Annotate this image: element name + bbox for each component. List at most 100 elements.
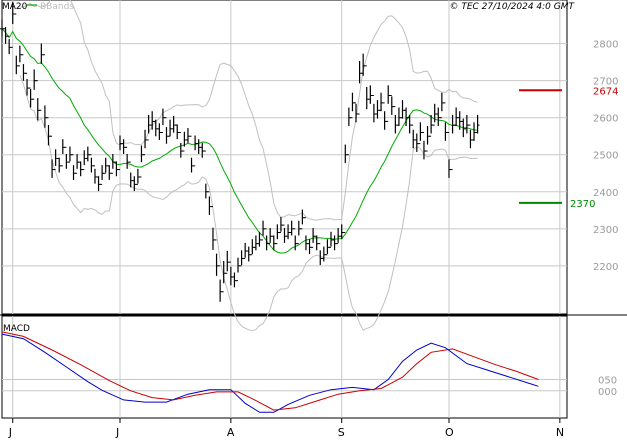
price-bar-83 <box>296 220 301 245</box>
price-bar-75 <box>268 228 273 245</box>
price-bar-71 <box>253 235 258 251</box>
price-bar-108 <box>386 85 391 122</box>
price-bar-96 <box>343 144 348 234</box>
price-bar-68 <box>243 242 248 259</box>
price-bar-51 <box>182 131 187 152</box>
price-bar-78 <box>278 216 283 234</box>
signal-line <box>1 331 539 411</box>
macd-frame <box>1 315 568 419</box>
price-bar-59 <box>210 206 215 250</box>
copyright-text: © TEC 27/10/2024 4:0 GMT <box>449 2 575 12</box>
price-bar-116 <box>414 133 419 152</box>
price-bar-21 <box>75 154 80 174</box>
price-bar-9 <box>32 69 37 100</box>
price-bar-85 <box>303 217 308 251</box>
price-bar-6 <box>21 54 26 81</box>
price-bar-123 <box>439 92 444 119</box>
bbands-legend-label: BBands <box>40 2 74 12</box>
macd-y-tick-label-0: 000 <box>598 387 617 398</box>
price-bar-11 <box>39 43 44 111</box>
main-grid <box>0 0 627 316</box>
price-bar-54 <box>193 135 198 167</box>
price-bar-56 <box>200 142 205 158</box>
price-bar-36 <box>128 161 133 188</box>
price-bar-67 <box>239 250 244 267</box>
price-bar-25 <box>89 154 94 173</box>
price-bar-133 <box>475 114 480 134</box>
bollinger-upper-band <box>19 0 478 221</box>
price-bar-52 <box>185 128 190 143</box>
price-bar-2 <box>7 35 12 54</box>
price-bar-39 <box>139 145 144 178</box>
price-bar-16 <box>57 157 62 173</box>
price-bar-35 <box>125 146 130 169</box>
bollinger-lower-band <box>19 75 478 332</box>
price-bar-73 <box>261 220 266 241</box>
price-levels: 2674 2370 <box>519 86 618 210</box>
price-bar-27 <box>96 176 101 192</box>
price-bar-31 <box>110 154 115 174</box>
price-bar-91 <box>325 239 330 256</box>
y-tick-label-2500: 2500 <box>593 151 618 162</box>
price-bar-5 <box>17 45 22 67</box>
price-bar-97 <box>346 107 351 156</box>
price-bar-127 <box>454 107 459 127</box>
price-bar-79 <box>282 224 287 243</box>
price-bar-90 <box>321 246 326 262</box>
price-bar-14 <box>50 135 55 178</box>
price-bar-115 <box>411 124 416 149</box>
price-bar-20 <box>71 154 76 180</box>
price-bars <box>0 1 480 302</box>
macd-lines <box>1 331 539 413</box>
y-tick-label-2600: 2600 <box>593 114 618 125</box>
price-bar-103 <box>368 85 373 104</box>
month-label-3: S <box>338 426 345 439</box>
price-bar-49 <box>175 124 180 140</box>
price-bar-48 <box>171 115 176 133</box>
price-bar-122 <box>436 107 441 127</box>
ma20-line <box>1 28 478 254</box>
price-bar-112 <box>400 100 405 119</box>
month-label-0: J <box>8 426 12 439</box>
macd-line <box>1 333 539 413</box>
price-bar-26 <box>92 165 97 184</box>
price-bar-111 <box>396 107 401 127</box>
macd-grid <box>1 315 568 419</box>
header-legend: MA20 BBands © TEC 27/10/2024 4:0 GMT <box>2 2 575 12</box>
y-tick-label-2200: 2200 <box>593 262 618 273</box>
month-label-4: O <box>445 426 454 439</box>
price-bar-104 <box>371 94 376 123</box>
price-bar-69 <box>246 246 251 262</box>
price-bar-38 <box>135 168 140 185</box>
price-bar-44 <box>157 123 162 141</box>
price-bar-28 <box>100 165 105 185</box>
price-bar-110 <box>393 106 398 134</box>
price-bar-92 <box>328 231 333 248</box>
price-bar-86 <box>307 239 312 254</box>
resistance-label: 2674 <box>593 86 618 97</box>
price-bar-55 <box>196 139 201 154</box>
price-bar-30 <box>107 165 112 180</box>
y-tick-label-2400: 2400 <box>593 188 618 199</box>
macd-title: MACD <box>3 324 30 334</box>
price-bar-43 <box>153 119 158 137</box>
price-bar-63 <box>225 250 230 274</box>
price-bar-10 <box>35 80 40 121</box>
month-label-5: N <box>556 426 564 439</box>
price-bar-46 <box>164 117 169 144</box>
price-bar-66 <box>236 257 241 282</box>
price-bar-24 <box>85 146 90 162</box>
price-bar-89 <box>318 243 323 266</box>
price-bar-132 <box>472 122 477 141</box>
price-bar-77 <box>275 224 280 245</box>
month-label-2: A <box>227 426 235 439</box>
price-bar-81 <box>289 220 294 236</box>
price-bar-106 <box>379 92 384 112</box>
y-tick-label-2800: 2800 <box>593 40 618 51</box>
price-bar-18 <box>64 146 69 169</box>
price-bar-1 <box>3 27 8 44</box>
price-bar-109 <box>389 94 394 115</box>
bollinger-bands <box>19 0 478 332</box>
